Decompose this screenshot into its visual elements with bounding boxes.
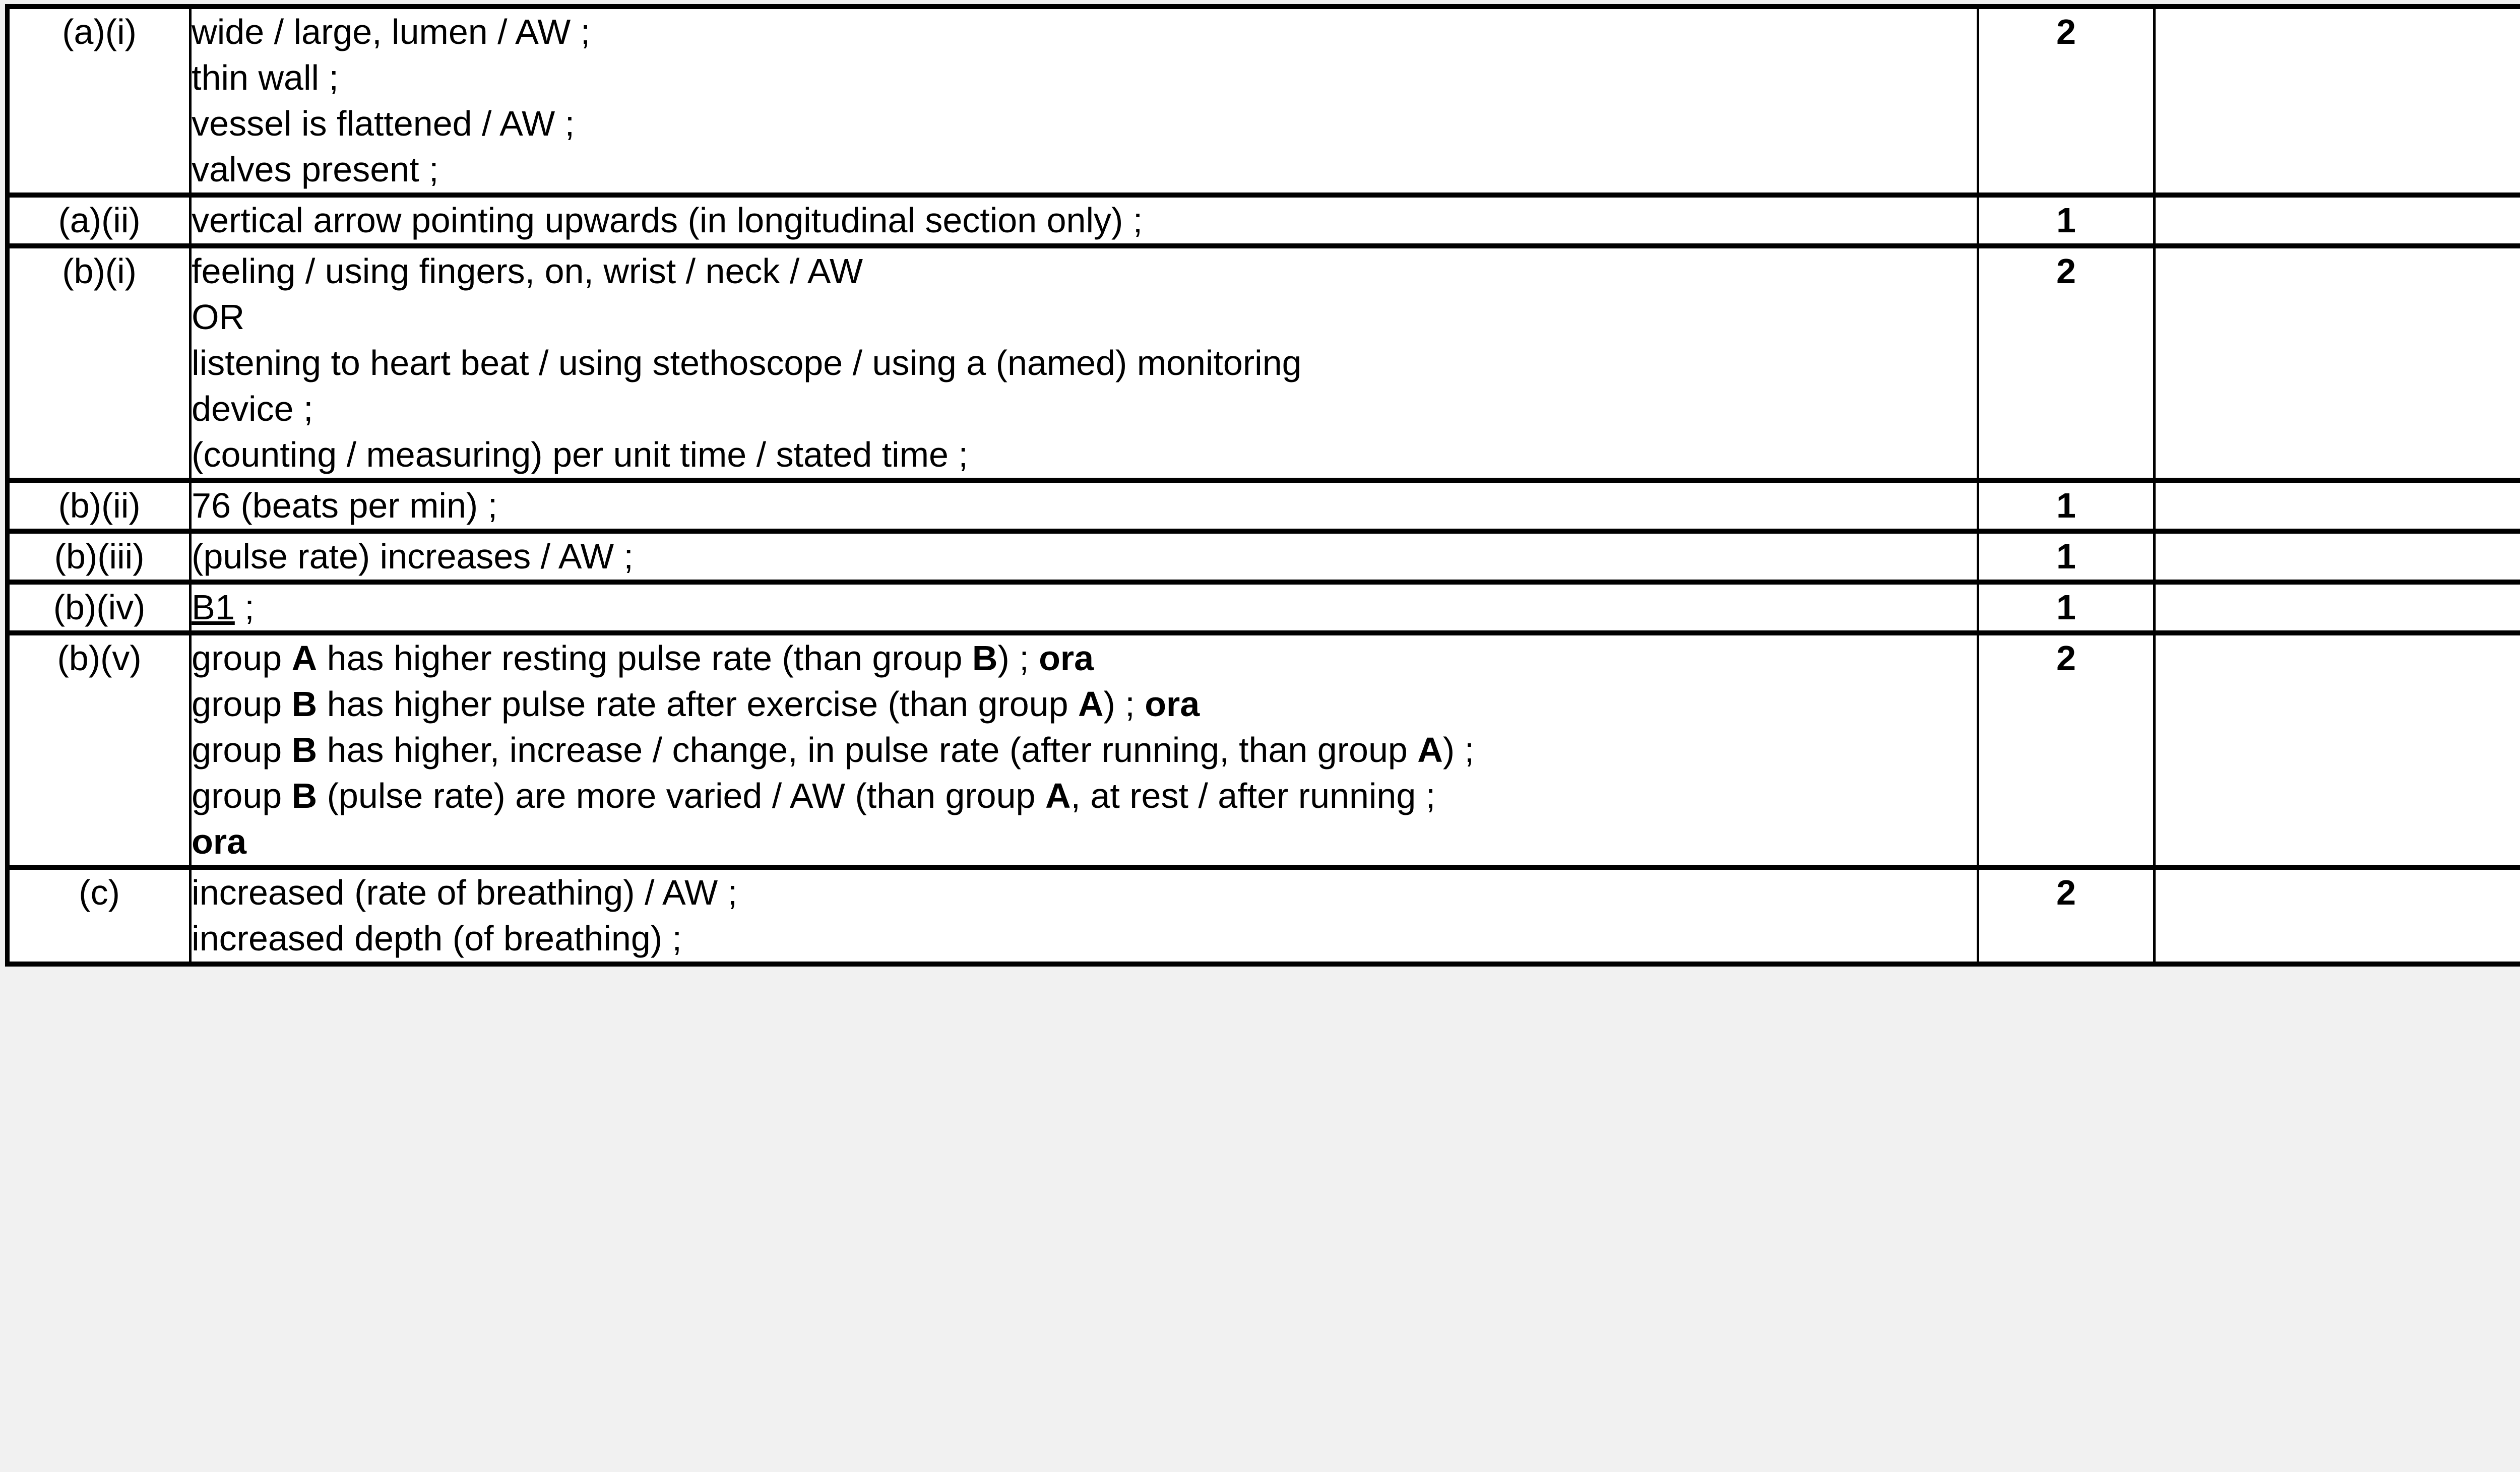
question-part-cell: (a)(ii)	[5, 193, 192, 248]
answer-cell: B1 ;	[189, 580, 1979, 635]
guidance-cell	[2153, 630, 2520, 870]
marks-cell: 1	[1976, 193, 2156, 248]
question-part-cell: (b)(v)	[5, 630, 192, 870]
question-part-cell: (b)(iii)	[5, 529, 192, 585]
marks-cell: 1	[1976, 478, 2156, 534]
table-row: (c) increased (rate of breathing) / AW ; i…	[5, 865, 2520, 967]
answer-line: group A has higher resting pulse rate (t…	[192, 638, 1094, 678]
marks-cell: 2	[1976, 4, 2156, 198]
marks-cell: 1	[1976, 580, 2156, 635]
answer-line: device ;	[192, 389, 313, 428]
answer-line: wide / large, lumen / AW ;	[192, 12, 591, 51]
marks-cell: 2	[1976, 865, 2156, 967]
answer-line: feeling / using fingers, on, wrist / nec…	[192, 251, 863, 291]
table-row: (a)(i) wide / large, lumen / AW ; thin wal…	[5, 4, 2520, 198]
question-part-cell: (b)(iv)	[5, 580, 192, 635]
answer-cell: increased (rate of breathing) / AW ; incr…	[189, 865, 1979, 967]
answer-line: ora	[192, 822, 247, 861]
answer-cell: feeling / using fingers, on, wrist / nec…	[189, 243, 1979, 483]
answer-line: increased (rate of breathing) / AW ;	[192, 873, 738, 912]
guidance-cell	[2153, 580, 2520, 635]
answer-line: group B (pulse rate) are more varied / A…	[192, 776, 1436, 815]
answer-line: group B has higher, increase / change, i…	[192, 730, 1475, 770]
table-row: (a)(ii) vertical arrow pointing upwards (…	[5, 193, 2520, 248]
answer-cell: 76 (beats per min) ;	[189, 478, 1979, 534]
marks-cell: 1	[1976, 529, 2156, 585]
answer-line: OR	[192, 297, 245, 337]
answer-line: listening to heart beat / using stethosc…	[192, 343, 1302, 382]
answer-cell: wide / large, lumen / AW ; thin wall ; ves…	[189, 4, 1979, 198]
guidance-cell	[2153, 193, 2520, 248]
table-row: (b)(iv) B1 ; 1	[5, 580, 2520, 635]
marks-cell: 2	[1976, 630, 2156, 870]
answer-line: valves present ;	[192, 150, 439, 189]
mark-scheme-table: (a)(i) wide / large, lumen / AW ; thin wal…	[5, 4, 2520, 967]
answer-line: group B has higher pulse rate after exer…	[192, 684, 1200, 724]
question-part-cell: (c)	[5, 865, 192, 967]
table-row: (b)(v) group A has higher resting pulse r…	[5, 630, 2520, 870]
answer-cell: vertical arrow pointing upwards (in long…	[189, 193, 1979, 248]
answer-line: thin wall ;	[192, 58, 339, 97]
answer-line: (pulse rate) increases / AW ;	[192, 537, 634, 576]
answer-line: B1 ;	[192, 588, 255, 627]
table-row: (b)(ii) 76 (beats per min) ; 1	[5, 478, 2520, 534]
guidance-cell	[2153, 865, 2520, 967]
answer-line: 76 (beats per min) ;	[192, 486, 498, 525]
guidance-cell	[2153, 529, 2520, 585]
marks-cell: 2	[1976, 243, 2156, 483]
table-row: (b)(iii) (pulse rate) increases / AW ; 1	[5, 529, 2520, 585]
question-part-cell: (a)(i)	[5, 4, 192, 198]
table-row: (b)(i) feeling / using fingers, on, wrist…	[5, 243, 2520, 483]
guidance-cell	[2153, 4, 2520, 198]
question-part-cell: (b)(i)	[5, 243, 192, 483]
answer-line: increased depth (of breathing) ;	[192, 919, 682, 958]
guidance-cell	[2153, 478, 2520, 534]
question-part-cell: (b)(ii)	[5, 478, 192, 534]
answer-cell: group A has higher resting pulse rate (t…	[189, 630, 1979, 870]
answer-cell: (pulse rate) increases / AW ;	[189, 529, 1979, 585]
answer-line: vertical arrow pointing upwards (in long…	[192, 201, 1143, 240]
answer-line: (counting / measuring) per unit time / s…	[192, 435, 968, 474]
mark-scheme-table-body: (a)(i) wide / large, lumen / AW ; thin wal…	[5, 4, 2520, 967]
answer-line: vessel is flattened / AW ;	[192, 104, 575, 143]
guidance-cell	[2153, 243, 2520, 483]
